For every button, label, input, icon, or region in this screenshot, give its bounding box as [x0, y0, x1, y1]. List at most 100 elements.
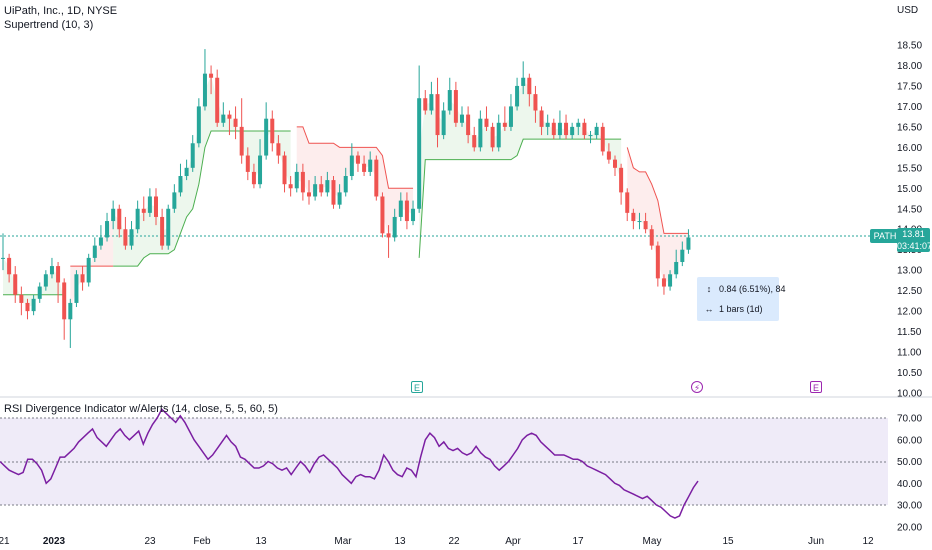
- candle: [619, 163, 624, 205]
- candle: [300, 163, 305, 201]
- candle: [258, 139, 263, 189]
- vertical-range-icon: ↕: [706, 284, 712, 294]
- candle: [331, 176, 336, 209]
- candle: [86, 253, 91, 287]
- candle: [7, 253, 12, 283]
- candle: [215, 69, 220, 127]
- price-tick-label: 10.50: [897, 368, 922, 379]
- candle: [521, 61, 526, 95]
- candle: [380, 192, 385, 238]
- measure-change-row: ↕ 0.84 (6.51%), 84: [703, 283, 786, 295]
- candle: [43, 270, 48, 291]
- time-tick-label: Mar: [334, 536, 352, 547]
- earnings-marker-icon[interactable]: E: [411, 381, 423, 393]
- candle: [313, 176, 318, 201]
- candle: [307, 180, 311, 205]
- candle: [62, 278, 67, 340]
- time-tick-label: 21: [0, 536, 10, 547]
- rsi-tick-label: 70.00: [897, 414, 922, 425]
- candle: [496, 114, 501, 152]
- candle: [355, 151, 360, 172]
- candle: [117, 204, 122, 238]
- price-tick-label: 12.00: [897, 307, 922, 318]
- candle: [674, 249, 679, 279]
- supertrend-legend[interactable]: Supertrend (10, 3): [4, 19, 94, 31]
- candle: [429, 81, 434, 115]
- time-tick-label: May: [643, 536, 662, 547]
- supertrend-line: [296, 126, 414, 189]
- candle: [319, 176, 324, 197]
- candle: [545, 114, 550, 136]
- rsi-legend[interactable]: RSI Divergence Indicator w/Alerts (14, c…: [4, 403, 278, 415]
- candle: [613, 155, 617, 177]
- candle: [245, 147, 250, 181]
- supertrend-fill: [627, 147, 689, 283]
- candle: [147, 188, 152, 217]
- price-tick-label: 18.50: [897, 41, 922, 52]
- horizontal-range-icon: ↔: [704, 304, 714, 314]
- candle: [49, 257, 54, 279]
- candle: [668, 270, 673, 291]
- candle: [37, 282, 42, 303]
- candle: [98, 225, 103, 250]
- time-tick-label: Jun: [808, 536, 824, 547]
- candle: [686, 229, 691, 254]
- candle: [343, 167, 348, 197]
- price-tick-label: 16.00: [897, 143, 922, 154]
- candle: [643, 212, 648, 234]
- price-tick-label: 18.00: [897, 61, 922, 72]
- rsi-axis[interactable]: 70.00 60.00 50.00 40.00 30.00 20.00: [897, 414, 922, 534]
- time-tick-label: 13: [255, 536, 267, 547]
- candle: [649, 225, 654, 250]
- candle: [74, 270, 79, 308]
- candle: [417, 65, 422, 213]
- candle: [661, 274, 666, 295]
- symbol-price-tag: PATH: [870, 229, 900, 243]
- candle: [190, 135, 195, 172]
- candle: [288, 176, 293, 197]
- candle: [25, 298, 30, 320]
- candle: [270, 110, 275, 152]
- symbol-title[interactable]: UiPath, Inc., 1D, NYSE: [4, 5, 118, 17]
- candle: [460, 106, 464, 127]
- candle: [588, 130, 593, 144]
- candle: [637, 212, 642, 230]
- candle: [251, 163, 256, 189]
- price-tick-label: 11.00: [897, 348, 922, 359]
- candle: [196, 98, 201, 148]
- measure-bars-row: ↔ 1 bars (1d): [703, 303, 763, 315]
- time-tick-label: 12: [862, 536, 874, 547]
- measure-change: 0.84 (6.51%), 84: [719, 284, 786, 294]
- bar-countdown: 03:41:07: [897, 241, 932, 251]
- candle: [135, 200, 140, 234]
- candle: [539, 106, 544, 136]
- candle: [625, 188, 630, 222]
- price-tick-label: 14.50: [897, 204, 922, 215]
- time-tick-label: Apr: [505, 536, 521, 547]
- upcoming-earnings-marker-icon[interactable]: E: [810, 381, 822, 393]
- time-axis[interactable]: 21 2023 23 Feb 13 Mar 13 22 Apr 17 May 15 Jun 12: [0, 536, 874, 547]
- candle: [31, 294, 36, 316]
- rsi-tick-label: 30.00: [897, 501, 922, 512]
- price-axis[interactable]: USD 18.50 18.00 17.50 17.00 16.50 16.00 15.50 15…: [897, 5, 922, 400]
- price-tick-label: 17.50: [897, 81, 922, 92]
- candle: [154, 188, 158, 226]
- price-tick-label: 16.50: [897, 122, 922, 133]
- candle: [655, 241, 660, 287]
- candle: [56, 261, 61, 303]
- time-tick-label: 15: [722, 536, 734, 547]
- candle: [172, 184, 177, 213]
- rsi-pane[interactable]: [0, 408, 888, 519]
- price-tick-label: 15.50: [897, 163, 922, 174]
- candle: [80, 266, 85, 291]
- candle: [209, 65, 214, 95]
- candle: [570, 122, 575, 140]
- candle: [484, 106, 489, 131]
- dividend-marker-icon[interactable]: ⚡: [691, 381, 703, 393]
- candle: [362, 155, 367, 177]
- candle: [337, 184, 342, 209]
- candle: [502, 106, 507, 131]
- price-pane[interactable]: [0, 49, 888, 348]
- candle: [386, 225, 391, 258]
- rsi-tick-label: 40.00: [897, 479, 922, 490]
